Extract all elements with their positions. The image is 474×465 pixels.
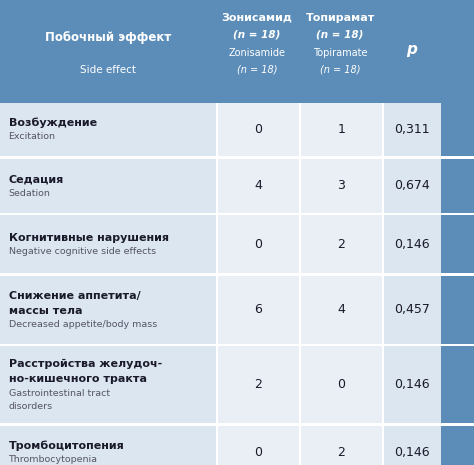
Bar bbox=[0, 0, 216, 100]
Text: Возбуждение: Возбуждение bbox=[9, 118, 97, 128]
Text: 2: 2 bbox=[337, 238, 345, 251]
Text: Снижение аппетита/: Снижение аппетита/ bbox=[9, 291, 140, 301]
Bar bbox=[218, 103, 299, 156]
Text: Расстройства желудоч-: Расстройства желудоч- bbox=[9, 359, 162, 369]
Bar bbox=[301, 346, 382, 423]
Bar bbox=[218, 276, 299, 344]
Text: 0,457: 0,457 bbox=[394, 304, 430, 316]
Bar bbox=[384, 346, 441, 423]
Bar bbox=[384, 159, 441, 213]
Bar bbox=[218, 159, 299, 213]
Text: Side effect: Side effect bbox=[80, 65, 136, 75]
Text: Sedation: Sedation bbox=[9, 189, 50, 198]
Bar bbox=[382, 0, 441, 100]
Bar bbox=[384, 276, 441, 344]
Text: 6: 6 bbox=[255, 304, 262, 316]
Text: Negative cognitive side effects: Negative cognitive side effects bbox=[9, 247, 155, 256]
Text: Gastrointestinal tract: Gastrointestinal tract bbox=[9, 389, 109, 398]
Text: (n = 18): (n = 18) bbox=[234, 29, 281, 39]
Bar bbox=[0, 276, 216, 344]
Text: 0,146: 0,146 bbox=[394, 446, 430, 459]
Text: Побочный эффект: Побочный эффект bbox=[45, 32, 171, 45]
Bar bbox=[0, 159, 216, 213]
Text: Decreased appetite/body mass: Decreased appetite/body mass bbox=[9, 320, 157, 329]
Bar bbox=[0, 215, 216, 273]
Bar bbox=[0, 426, 216, 465]
Text: 0,146: 0,146 bbox=[394, 379, 430, 391]
Text: Excitation: Excitation bbox=[9, 133, 55, 141]
Text: Зонисамид: Зонисамид bbox=[222, 13, 292, 23]
Bar bbox=[0, 156, 474, 159]
Bar bbox=[218, 426, 299, 465]
Bar bbox=[384, 426, 441, 465]
Text: Topiramate: Topiramate bbox=[313, 48, 367, 58]
Bar bbox=[0, 103, 216, 156]
Bar bbox=[299, 0, 382, 100]
Bar bbox=[301, 426, 382, 465]
Bar bbox=[0, 423, 474, 426]
Text: 0,311: 0,311 bbox=[394, 123, 430, 136]
Bar bbox=[301, 215, 382, 273]
Bar bbox=[218, 346, 299, 423]
Text: Тромбоцитопения: Тромбоцитопения bbox=[9, 441, 124, 452]
Text: 0: 0 bbox=[337, 379, 345, 391]
Text: Седация: Седация bbox=[9, 174, 64, 184]
Text: 2: 2 bbox=[255, 379, 262, 391]
Bar bbox=[301, 159, 382, 213]
Text: (n = 18): (n = 18) bbox=[237, 65, 277, 74]
Text: Zonisamide: Zonisamide bbox=[228, 48, 286, 58]
Text: 2: 2 bbox=[337, 446, 345, 459]
Bar bbox=[0, 213, 474, 215]
Text: 1: 1 bbox=[337, 123, 345, 136]
Bar bbox=[218, 215, 299, 273]
Text: Thrombocytopenia: Thrombocytopenia bbox=[9, 456, 98, 465]
Bar bbox=[384, 215, 441, 273]
Text: Когнитивные нарушения: Когнитивные нарушения bbox=[9, 233, 169, 243]
Text: p: p bbox=[406, 42, 417, 58]
Text: массы тела: массы тела bbox=[9, 306, 82, 316]
Text: 0,674: 0,674 bbox=[394, 179, 430, 192]
Text: но-кишечного тракта: но-кишечного тракта bbox=[9, 374, 146, 385]
Bar bbox=[0, 346, 216, 423]
Bar bbox=[301, 276, 382, 344]
Text: Топирамат: Топирамат bbox=[305, 13, 375, 23]
Text: 0: 0 bbox=[255, 446, 262, 459]
Text: 0: 0 bbox=[255, 123, 262, 136]
Bar bbox=[382, 103, 384, 465]
Text: 0,146: 0,146 bbox=[394, 238, 430, 251]
Bar bbox=[301, 103, 382, 156]
Bar bbox=[0, 344, 474, 346]
Bar bbox=[0, 273, 474, 276]
Bar bbox=[384, 103, 441, 156]
Bar bbox=[216, 103, 218, 465]
Text: 3: 3 bbox=[337, 179, 345, 192]
Text: (n = 18): (n = 18) bbox=[320, 65, 360, 74]
Text: 4: 4 bbox=[255, 179, 262, 192]
Text: 4: 4 bbox=[337, 304, 345, 316]
Text: 0: 0 bbox=[255, 238, 262, 251]
Bar bbox=[216, 0, 299, 100]
Text: disorders: disorders bbox=[9, 402, 53, 411]
Bar bbox=[299, 103, 301, 465]
Text: (n = 18): (n = 18) bbox=[317, 29, 364, 39]
